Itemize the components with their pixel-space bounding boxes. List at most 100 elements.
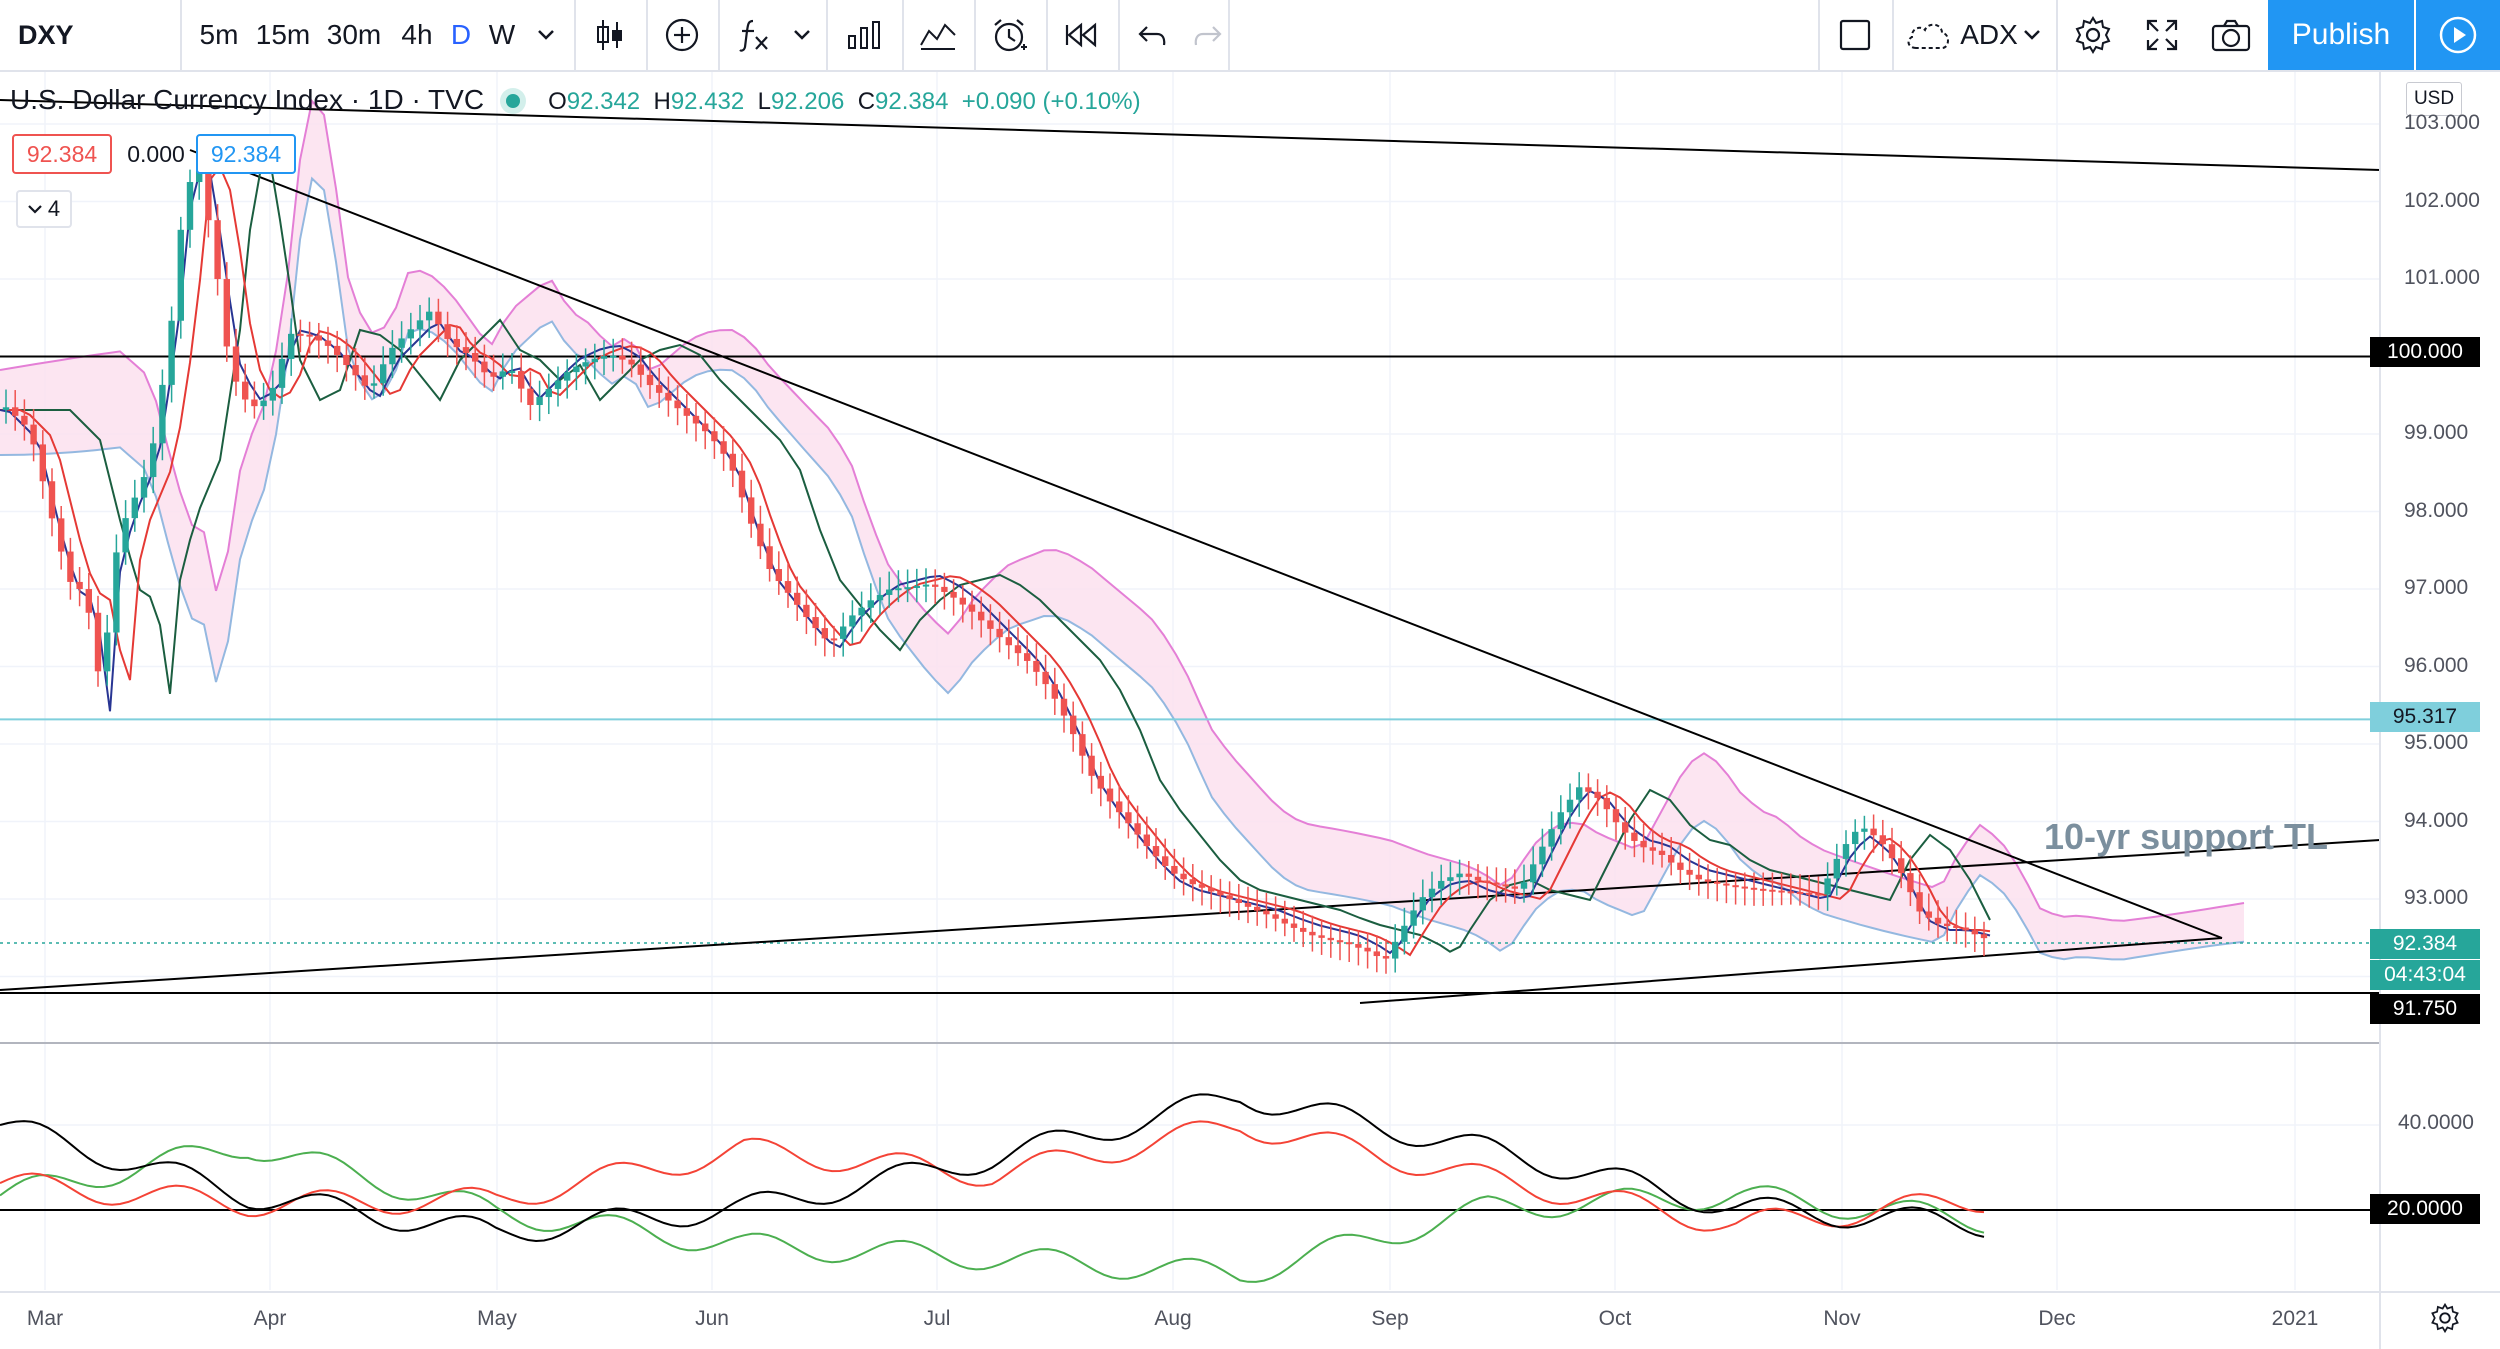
settings-gear-icon[interactable]: [2060, 0, 2126, 70]
candle: [1134, 805, 1141, 849]
candle-body: [803, 604, 810, 618]
candle: [1971, 916, 1978, 953]
candle-body: [591, 358, 598, 363]
redo-icon[interactable]: [1180, 0, 1236, 70]
support-annotation[interactable]: 10-yr support TL: [2044, 816, 2329, 857]
cloud-save-icon[interactable]: [1900, 0, 1956, 70]
candle: [12, 390, 19, 431]
candle: [904, 569, 911, 603]
layout-name-label[interactable]: ADX: [1960, 19, 2018, 50]
financials-bars-icon[interactable]: [834, 0, 894, 70]
interval-15m[interactable]: 15m: [255, 19, 311, 50]
candle-body: [297, 333, 304, 336]
fullscreen-icon[interactable]: [2132, 0, 2192, 70]
snapshot-camera-icon[interactable]: [2200, 0, 2262, 70]
candle-body: [481, 361, 488, 373]
candle: [1465, 861, 1472, 895]
candle: [435, 298, 442, 343]
legend-title[interactable]: U.S. Dollar Currency Index · 1D · TVC: [10, 84, 485, 115]
undo-icon[interactable]: [1124, 0, 1180, 70]
candle: [306, 321, 313, 354]
alert-clock-icon[interactable]: [980, 0, 1040, 70]
candle-body: [1769, 889, 1776, 892]
candle-body: [1484, 880, 1491, 883]
candle: [1612, 795, 1620, 840]
candle-body: [1861, 828, 1868, 832]
candle-body: [941, 586, 948, 592]
candle-body: [794, 592, 801, 605]
interval-dropdown-chevron-icon[interactable]: [528, 0, 564, 70]
candle: [1907, 855, 1914, 907]
candles-chart-type-icon[interactable]: [582, 0, 638, 70]
layout-square-icon[interactable]: [1826, 0, 1884, 70]
interval-w[interactable]: W: [488, 19, 516, 50]
candle: [1879, 819, 1886, 862]
time-tick: Oct: [1598, 1307, 1632, 1330]
candle-body: [1566, 799, 1574, 813]
candle-body: [58, 518, 65, 552]
buy-price-badge[interactable]: 92.384: [196, 134, 296, 174]
interval-30m[interactable]: 30m: [326, 19, 382, 50]
symbol-search[interactable]: DXY: [18, 19, 74, 50]
publish-play-icon[interactable]: [2416, 0, 2500, 70]
candle: [692, 403, 700, 442]
candle: [58, 506, 65, 570]
candle: [1079, 721, 1086, 774]
price-tick: 95.000: [2404, 731, 2469, 754]
candle: [490, 354, 497, 391]
templates-chart-icon[interactable]: [908, 0, 968, 70]
publish-button[interactable]: Publish: [2268, 0, 2414, 70]
candle: [1447, 862, 1454, 899]
spread-value: 0.000: [127, 140, 185, 167]
open-key: O: [548, 88, 567, 115]
candle: [1327, 923, 1334, 958]
candle: [1594, 779, 1601, 816]
interval-4h[interactable]: 4h: [401, 19, 433, 50]
collapse-indicators-button[interactable]: 4: [16, 190, 72, 228]
sell-price-badge[interactable]: 92.384: [12, 134, 112, 174]
candle: [1171, 848, 1178, 889]
toolbar-divider: [180, 0, 182, 70]
candle: [628, 341, 635, 378]
candle: [94, 595, 102, 687]
compare-add-icon[interactable]: [652, 0, 712, 70]
currency-label[interactable]: USD: [2406, 82, 2462, 116]
candle-body: [656, 385, 663, 393]
candle: [131, 479, 138, 532]
candle-body: [278, 358, 286, 388]
candle-body: [1474, 876, 1482, 881]
candle-body: [646, 374, 654, 386]
candle: [113, 534, 120, 646]
collapse-count: 4: [47, 196, 61, 221]
candle: [1125, 795, 1132, 839]
layout-dropdown-chevron-icon[interactable]: [2014, 0, 2050, 70]
candle-body: [1336, 940, 1344, 943]
candle-body: [1171, 865, 1178, 874]
candle: [1677, 844, 1684, 884]
indicators-dropdown-chevron-icon[interactable]: [784, 0, 820, 70]
candle-body: [619, 355, 626, 360]
candle: [600, 340, 608, 376]
candle: [1511, 869, 1518, 904]
interval-d[interactable]: D: [450, 19, 472, 50]
candle: [1631, 816, 1638, 858]
candle: [1916, 874, 1923, 925]
high-value: 92.432: [670, 88, 745, 115]
ohlc-values: O92.342 H92.432 L92.206 C92.384 +0.090 (…: [548, 88, 1141, 115]
candle: [1060, 683, 1068, 733]
candle: [619, 338, 626, 374]
horizontal-levels: [0, 355, 2380, 1211]
axis-settings-gear-icon[interactable]: [2415, 1298, 2475, 1338]
candle: [278, 342, 286, 404]
candle: [518, 353, 525, 403]
candle: [1152, 828, 1160, 869]
candle-body: [1879, 835, 1886, 845]
indicators-fx-icon[interactable]: [726, 0, 782, 70]
lower-trendline: [1359, 937, 2223, 1004]
candle: [784, 563, 792, 608]
candle: [1815, 876, 1822, 910]
interval-5m[interactable]: 5m: [199, 19, 239, 50]
replay-rewind-icon[interactable]: [1052, 0, 1112, 70]
candle: [1088, 743, 1095, 794]
